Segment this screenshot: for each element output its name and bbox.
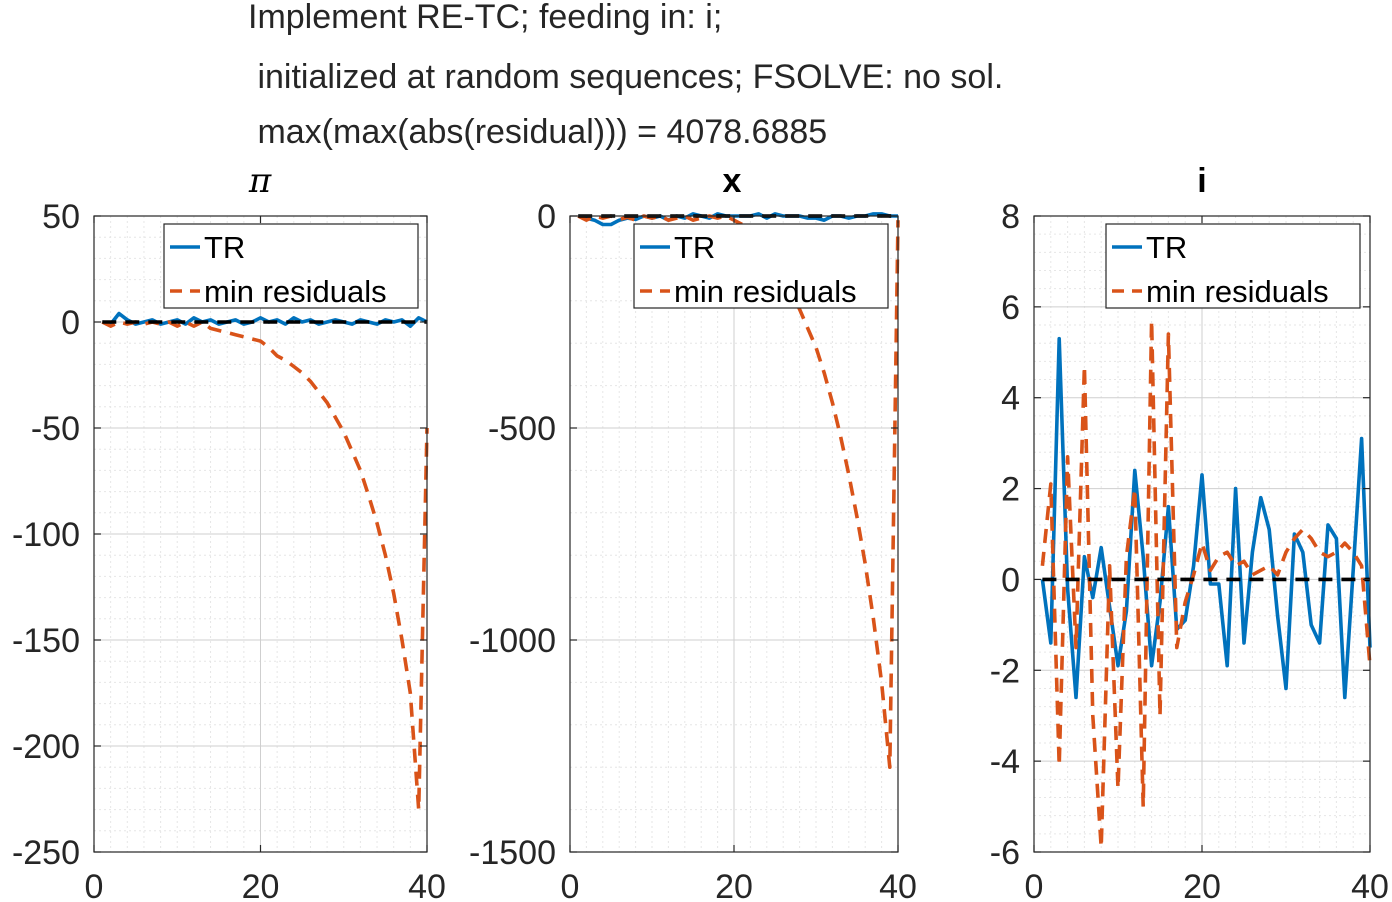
y-tick-label: 4 bbox=[1001, 380, 1020, 418]
y-tick-label: 8 bbox=[1001, 198, 1020, 236]
y-tick-label: -1000 bbox=[469, 622, 556, 660]
subplot-title: π bbox=[248, 161, 272, 201]
legend-tr-label: TR bbox=[204, 230, 245, 265]
legend-box bbox=[1105, 223, 1361, 309]
y-tick-label: -2 bbox=[990, 652, 1020, 690]
subplot-title: x bbox=[723, 162, 742, 200]
x-tick-label: 0 bbox=[1025, 868, 1044, 902]
legend: TR min residuals bbox=[163, 223, 419, 309]
y-tick-label: -6 bbox=[990, 834, 1020, 872]
figure-title-line-2: initialized at random sequences; FSOLVE:… bbox=[248, 58, 1003, 96]
grid bbox=[570, 216, 898, 852]
grid bbox=[94, 216, 427, 852]
legend-box bbox=[163, 223, 419, 309]
y-tick-label: -500 bbox=[488, 410, 556, 448]
legend-min-residuals-label: min residuals bbox=[1146, 274, 1329, 309]
x-tick-label: 20 bbox=[1183, 868, 1221, 902]
legend-box bbox=[633, 223, 889, 309]
legend-tr-label: TR bbox=[1146, 230, 1187, 265]
y-tick-label: 0 bbox=[1001, 561, 1020, 599]
subplot-title: i bbox=[1197, 162, 1206, 200]
series-min-residuals-line bbox=[1040, 318, 1372, 850]
y-tick-label: -1500 bbox=[469, 834, 556, 872]
subplot-i: 0 20 40 -6 -4 -2 0 2 4 6 8 i TR min residuals bbox=[990, 162, 1389, 902]
series-min-residuals-line bbox=[577, 214, 900, 770]
ticks: 0 20 40 -1500 -1000 -500 0 bbox=[469, 198, 917, 902]
x-tick-label: 20 bbox=[715, 868, 753, 902]
y-tick-label: -150 bbox=[12, 622, 80, 660]
series-group bbox=[1040, 318, 1372, 850]
ticks: 0 20 40 -250 -200 -150 -100 -50 0 50 bbox=[12, 198, 446, 902]
x-tick-label: 40 bbox=[408, 868, 446, 902]
x-tick-label: 20 bbox=[242, 868, 280, 902]
y-tick-label: -200 bbox=[12, 728, 80, 766]
legend-min-residuals-label: min residuals bbox=[674, 274, 857, 309]
y-tick-label: 50 bbox=[42, 198, 80, 236]
y-tick-label: 2 bbox=[1001, 471, 1020, 509]
x-tick-label: 40 bbox=[879, 868, 917, 902]
y-tick-label: 0 bbox=[61, 304, 80, 342]
y-tick-label: 0 bbox=[537, 198, 556, 236]
subplot-x: 0 20 40 -1500 -1000 -500 0 xTR min residuals bbox=[469, 162, 917, 902]
legend-min-residuals-label: min residuals bbox=[204, 274, 387, 309]
legend: TR min residuals bbox=[1105, 223, 1361, 309]
y-tick-label: -100 bbox=[12, 516, 80, 554]
x-tick-label: 0 bbox=[561, 868, 580, 902]
figure-title-line-3: max(max(abs(residual))) = 4078.6885 bbox=[248, 113, 827, 151]
x-tick-label: 40 bbox=[1351, 868, 1389, 902]
series-tr-line bbox=[1040, 336, 1372, 700]
y-tick-label: -4 bbox=[990, 743, 1020, 781]
legend: TR min residuals bbox=[633, 223, 889, 309]
subplot-pi: 0 20 40 -250 -200 -150 -100 -50 0 50 πTR min residu… bbox=[12, 161, 446, 902]
y-tick-label: -250 bbox=[12, 834, 80, 872]
figure-title-line-1: Implement RE-TC; feeding in: i; bbox=[248, 0, 722, 36]
series-group bbox=[101, 311, 429, 812]
y-tick-label: -50 bbox=[31, 410, 80, 448]
y-tick-label: 6 bbox=[1001, 289, 1020, 327]
x-tick-label: 0 bbox=[85, 868, 104, 902]
ticks: 0 20 40 -6 -4 -2 0 2 4 6 8 bbox=[990, 198, 1389, 902]
legend-tr-label: TR bbox=[674, 230, 715, 265]
